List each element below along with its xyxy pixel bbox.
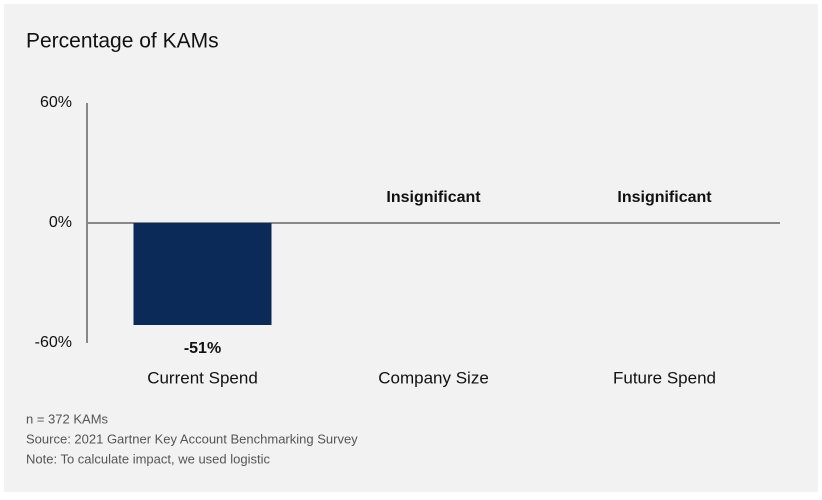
value-label: Insignificant — [617, 189, 712, 206]
footnote: n = 372 KAMs — [26, 411, 109, 426]
chart-background — [4, 4, 818, 492]
y-tick-label: 60% — [40, 94, 72, 111]
value-label: -51% — [184, 340, 221, 357]
footnote: Note: To calculate impact, we used logis… — [26, 451, 270, 466]
x-tick-label: Future Spend — [613, 368, 716, 387]
chart-title: Percentage of KAMs — [26, 30, 219, 53]
x-tick-label: Company Size — [378, 368, 489, 387]
x-tick-label: Current Spend — [147, 368, 258, 387]
y-tick-label: 0% — [49, 214, 72, 231]
y-tick-label: -60% — [35, 334, 72, 351]
footnote: Source: 2021 Gartner Key Account Benchma… — [26, 431, 358, 446]
bar — [133, 223, 272, 325]
value-label: Insignificant — [386, 189, 481, 206]
